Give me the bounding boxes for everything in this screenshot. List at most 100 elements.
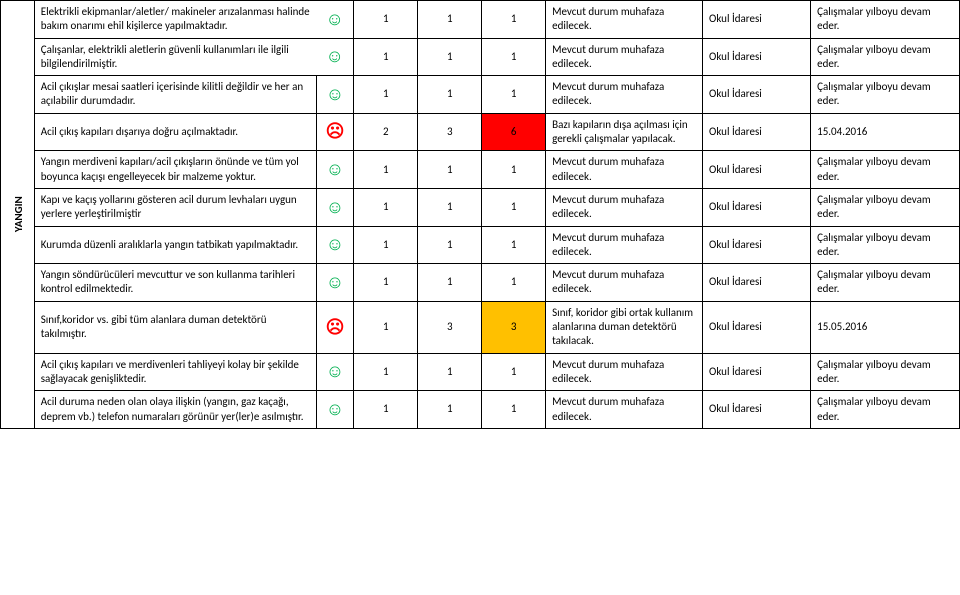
description-cell: Yangın söndürücüleri mevcuttur ve son ku… xyxy=(34,264,316,302)
score-2: 3 xyxy=(418,301,482,353)
table-row: Acil duruma neden olan olaya ilişkin (ya… xyxy=(1,391,960,429)
responsible-cell: Okul İdaresi xyxy=(703,76,811,114)
score-2: 1 xyxy=(418,151,482,189)
score-2: 3 xyxy=(418,113,482,151)
happy-face-icon: ☺ xyxy=(316,264,354,302)
table-row: YANGINElektrikli ekipmanlar/aletler/ mak… xyxy=(1,1,960,39)
note-cell: Çalışmalar yılboyu devam eder. xyxy=(811,151,960,189)
happy-face-icon: ☺ xyxy=(316,151,354,189)
happy-face-icon: ☺ xyxy=(316,391,354,429)
score-3: 1 xyxy=(482,353,546,391)
score-3: 1 xyxy=(482,188,546,226)
description-cell: Yangın merdiveni kapıları/acil çıkışları… xyxy=(34,151,316,189)
description-cell: Acil çıkış kapıları ve merdivenleri tahl… xyxy=(34,353,316,391)
happy-face-icon: ☺ xyxy=(316,226,354,264)
note-cell: Çalışmalar yılboyu devam eder. xyxy=(811,76,960,114)
description-cell: Çalışanlar, elektrikli aletlerin güvenli… xyxy=(34,38,316,76)
description-cell: Acil çıkışlar mesai saatleri içerisinde … xyxy=(34,76,316,114)
description-cell: Acil çıkış kapıları dışarıya doğru açılm… xyxy=(34,113,316,151)
note-cell: Çalışmalar yılboyu devam eder. xyxy=(811,226,960,264)
score-2: 1 xyxy=(418,391,482,429)
description-cell: Acil duruma neden olan olaya ilişkin (ya… xyxy=(34,391,316,429)
table-row: Kapı ve kaçış yollarını gösteren acil du… xyxy=(1,188,960,226)
score-1: 1 xyxy=(354,188,418,226)
score-1: 1 xyxy=(354,301,418,353)
score-2: 1 xyxy=(418,188,482,226)
note-cell: 15.04.2016 xyxy=(811,113,960,151)
happy-face-icon: ☺ xyxy=(316,1,354,39)
score-1: 1 xyxy=(354,226,418,264)
note-cell: Çalışmalar yılboyu devam eder. xyxy=(811,1,960,39)
description-cell: Kapı ve kaçış yollarını gösteren acil du… xyxy=(34,188,316,226)
score-1: 1 xyxy=(354,391,418,429)
happy-face-icon: ☺ xyxy=(316,353,354,391)
status-cell: Mevcut durum muhafaza edilecek. xyxy=(546,151,703,189)
status-cell: Mevcut durum muhafaza edilecek. xyxy=(546,188,703,226)
happy-face-icon: ☺ xyxy=(316,76,354,114)
table-row: Acil çıkış kapıları ve merdivenleri tahl… xyxy=(1,353,960,391)
status-cell: Mevcut durum muhafaza edilecek. xyxy=(546,391,703,429)
table-row: Sınıf,koridor vs. gibi tüm alanlara duma… xyxy=(1,301,960,353)
note-cell: 15.05.2016 xyxy=(811,301,960,353)
responsible-cell: Okul İdaresi xyxy=(703,353,811,391)
status-cell: Mevcut durum muhafaza edilecek. xyxy=(546,1,703,39)
score-2: 1 xyxy=(418,1,482,39)
score-2: 1 xyxy=(418,226,482,264)
score-1: 1 xyxy=(354,1,418,39)
status-cell: Mevcut durum muhafaza edilecek. xyxy=(546,353,703,391)
section-label: YANGIN xyxy=(1,1,35,429)
table-row: Çalışanlar, elektrikli aletlerin güvenli… xyxy=(1,38,960,76)
responsible-cell: Okul İdaresi xyxy=(703,264,811,302)
responsible-cell: Okul İdaresi xyxy=(703,38,811,76)
table-row: Kurumda düzenli aralıklarla yangın tatbi… xyxy=(1,226,960,264)
description-cell: Elektrikli ekipmanlar/aletler/ makineler… xyxy=(34,1,316,39)
note-cell: Çalışmalar yılboyu devam eder. xyxy=(811,264,960,302)
description-cell: Kurumda düzenli aralıklarla yangın tatbi… xyxy=(34,226,316,264)
table-row: Acil çıkış kapıları dışarıya doğru açılm… xyxy=(1,113,960,151)
responsible-cell: Okul İdaresi xyxy=(703,226,811,264)
description-cell: Sınıf,koridor vs. gibi tüm alanlara duma… xyxy=(34,301,316,353)
score-3: 1 xyxy=(482,38,546,76)
table-row: Yangın söndürücüleri mevcuttur ve son ku… xyxy=(1,264,960,302)
score-2: 1 xyxy=(418,38,482,76)
happy-face-icon: ☺ xyxy=(316,188,354,226)
responsible-cell: Okul İdaresi xyxy=(703,301,811,353)
status-cell: Sınıf, koridor gibi ortak kullanım alanl… xyxy=(546,301,703,353)
status-cell: Mevcut durum muhafaza edilecek. xyxy=(546,226,703,264)
table-row: Yangın merdiveni kapıları/acil çıkışları… xyxy=(1,151,960,189)
score-1: 1 xyxy=(354,151,418,189)
sad-face-icon: ☹ xyxy=(316,301,354,353)
score-3: 1 xyxy=(482,264,546,302)
score-3: 3 xyxy=(482,301,546,353)
responsible-cell: Okul İdaresi xyxy=(703,1,811,39)
table-row: Acil çıkışlar mesai saatleri içerisinde … xyxy=(1,76,960,114)
risk-table: YANGIN Elektrikli ekipmanlar/aletler/ mak… xyxy=(0,0,960,429)
score-1: 1 xyxy=(354,264,418,302)
happy-face-icon: ☺ xyxy=(316,38,354,76)
score-3: 1 xyxy=(482,76,546,114)
score-3: 1 xyxy=(482,151,546,189)
note-cell: Çalışmalar yılboyu devam eder. xyxy=(811,38,960,76)
responsible-cell: Okul İdaresi xyxy=(703,188,811,226)
sad-face-icon: ☹ xyxy=(316,113,354,151)
responsible-cell: Okul İdaresi xyxy=(703,391,811,429)
score-3: 6 xyxy=(482,113,546,151)
note-cell: Çalışmalar yılboyu devam eder. xyxy=(811,188,960,226)
note-cell: Çalışmalar yılboyu devam eder. xyxy=(811,353,960,391)
section-label-text: YANGIN xyxy=(12,196,26,232)
status-cell: Bazı kapıların dışa açılması için gerekl… xyxy=(546,113,703,151)
score-1: 1 xyxy=(354,38,418,76)
status-cell: Mevcut durum muhafaza edilecek. xyxy=(546,264,703,302)
score-2: 1 xyxy=(418,353,482,391)
score-2: 1 xyxy=(418,264,482,302)
score-3: 1 xyxy=(482,226,546,264)
score-1: 1 xyxy=(354,76,418,114)
status-cell: Mevcut durum muhafaza edilecek. xyxy=(546,38,703,76)
note-cell: Çalışmalar yılboyu devam eder. xyxy=(811,391,960,429)
score-3: 1 xyxy=(482,391,546,429)
status-cell: Mevcut durum muhafaza edilecek. xyxy=(546,76,703,114)
responsible-cell: Okul İdaresi xyxy=(703,113,811,151)
responsible-cell: Okul İdaresi xyxy=(703,151,811,189)
score-1: 2 xyxy=(354,113,418,151)
score-1: 1 xyxy=(354,353,418,391)
